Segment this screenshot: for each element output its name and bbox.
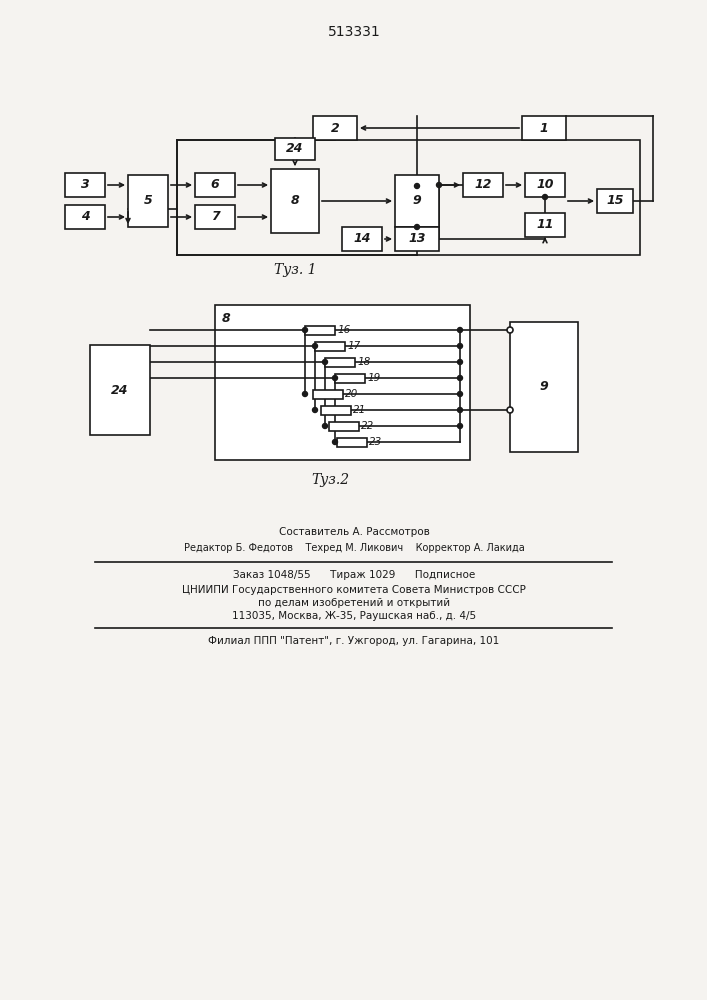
Text: 513331: 513331: [327, 25, 380, 39]
Text: 24: 24: [286, 142, 304, 155]
Text: 8: 8: [222, 312, 230, 325]
Text: 15: 15: [606, 194, 624, 208]
Bar: [65, 173, 105, 197]
Text: 7: 7: [211, 211, 219, 224]
Bar: [128, 175, 168, 227]
Text: 20: 20: [345, 389, 358, 399]
Text: 14: 14: [354, 232, 370, 245]
Bar: [313, 389, 343, 398]
Circle shape: [322, 424, 327, 428]
Text: 12: 12: [474, 178, 492, 192]
Bar: [342, 227, 382, 251]
Circle shape: [322, 360, 327, 364]
Bar: [463, 173, 503, 197]
Bar: [335, 373, 365, 382]
Circle shape: [542, 194, 547, 200]
Circle shape: [457, 344, 462, 349]
Bar: [525, 213, 565, 237]
Circle shape: [457, 391, 462, 396]
Bar: [525, 173, 565, 197]
Bar: [315, 342, 345, 351]
Circle shape: [303, 391, 308, 396]
Text: 1: 1: [539, 121, 549, 134]
Circle shape: [332, 375, 337, 380]
Text: 24: 24: [111, 383, 129, 396]
Bar: [395, 175, 439, 227]
Text: Составитель А. Рассмотров: Составитель А. Рассмотров: [279, 527, 429, 537]
Text: Τуз. 1: Τуз. 1: [274, 263, 316, 277]
Circle shape: [303, 328, 308, 332]
Text: 13: 13: [408, 232, 426, 245]
Text: 18: 18: [357, 357, 370, 367]
Text: 6: 6: [211, 178, 219, 192]
Bar: [597, 189, 633, 213]
Bar: [90, 345, 150, 435]
Circle shape: [457, 408, 462, 412]
Circle shape: [332, 440, 337, 444]
Text: ЦНИИПИ Государственного комитета Совета Министров СССР: ЦНИИПИ Государственного комитета Совета …: [182, 585, 526, 595]
Bar: [271, 169, 319, 233]
Circle shape: [457, 328, 462, 332]
Circle shape: [507, 407, 513, 413]
Text: 5: 5: [144, 194, 153, 208]
Text: Заказ 1048/55      Тираж 1029      Подписное: Заказ 1048/55 Тираж 1029 Подписное: [233, 570, 475, 580]
Text: 23: 23: [369, 437, 382, 447]
Text: 2: 2: [331, 121, 339, 134]
Text: 8: 8: [291, 194, 299, 208]
Text: по делам изобретений и открытий: по делам изобретений и открытий: [258, 598, 450, 608]
Circle shape: [457, 424, 462, 428]
Bar: [337, 438, 367, 446]
Bar: [215, 305, 470, 460]
Bar: [510, 322, 578, 452]
Bar: [522, 116, 566, 140]
Bar: [395, 227, 439, 251]
Text: 4: 4: [81, 211, 89, 224]
Bar: [325, 358, 355, 366]
Text: 19: 19: [367, 373, 380, 383]
Text: 113035, Москва, Ж-35, Раушская наб., д. 4/5: 113035, Москва, Ж-35, Раушская наб., д. …: [232, 611, 476, 621]
Text: Филиал ППП "Патент", г. Ужгород, ул. Гагарина, 101: Филиал ППП "Патент", г. Ужгород, ул. Гаг…: [209, 636, 500, 646]
Circle shape: [507, 327, 513, 333]
Text: 9: 9: [539, 380, 549, 393]
Text: 9: 9: [413, 194, 421, 208]
Circle shape: [436, 182, 441, 188]
Bar: [329, 422, 359, 430]
Text: 10: 10: [536, 178, 554, 192]
Bar: [321, 406, 351, 414]
Circle shape: [312, 344, 317, 349]
Bar: [305, 326, 335, 334]
Circle shape: [457, 360, 462, 364]
Text: 17: 17: [347, 341, 361, 351]
Text: Τуз.2: Τуз.2: [311, 473, 349, 487]
Text: 3: 3: [81, 178, 89, 192]
Bar: [195, 173, 235, 197]
Text: 22: 22: [361, 421, 374, 431]
Text: Редактор Б. Федотов    Техред М. Ликович    Корректор А. Лакида: Редактор Б. Федотов Техред М. Ликович Ко…: [184, 543, 525, 553]
Circle shape: [457, 375, 462, 380]
Text: 11: 11: [536, 219, 554, 232]
Text: 16: 16: [337, 325, 350, 335]
Bar: [177, 140, 640, 255]
Text: 21: 21: [353, 405, 366, 415]
Bar: [195, 205, 235, 229]
Bar: [65, 205, 105, 229]
Circle shape: [414, 225, 419, 230]
Circle shape: [312, 408, 317, 412]
Bar: [275, 138, 315, 160]
Bar: [313, 116, 357, 140]
Circle shape: [414, 184, 419, 188]
